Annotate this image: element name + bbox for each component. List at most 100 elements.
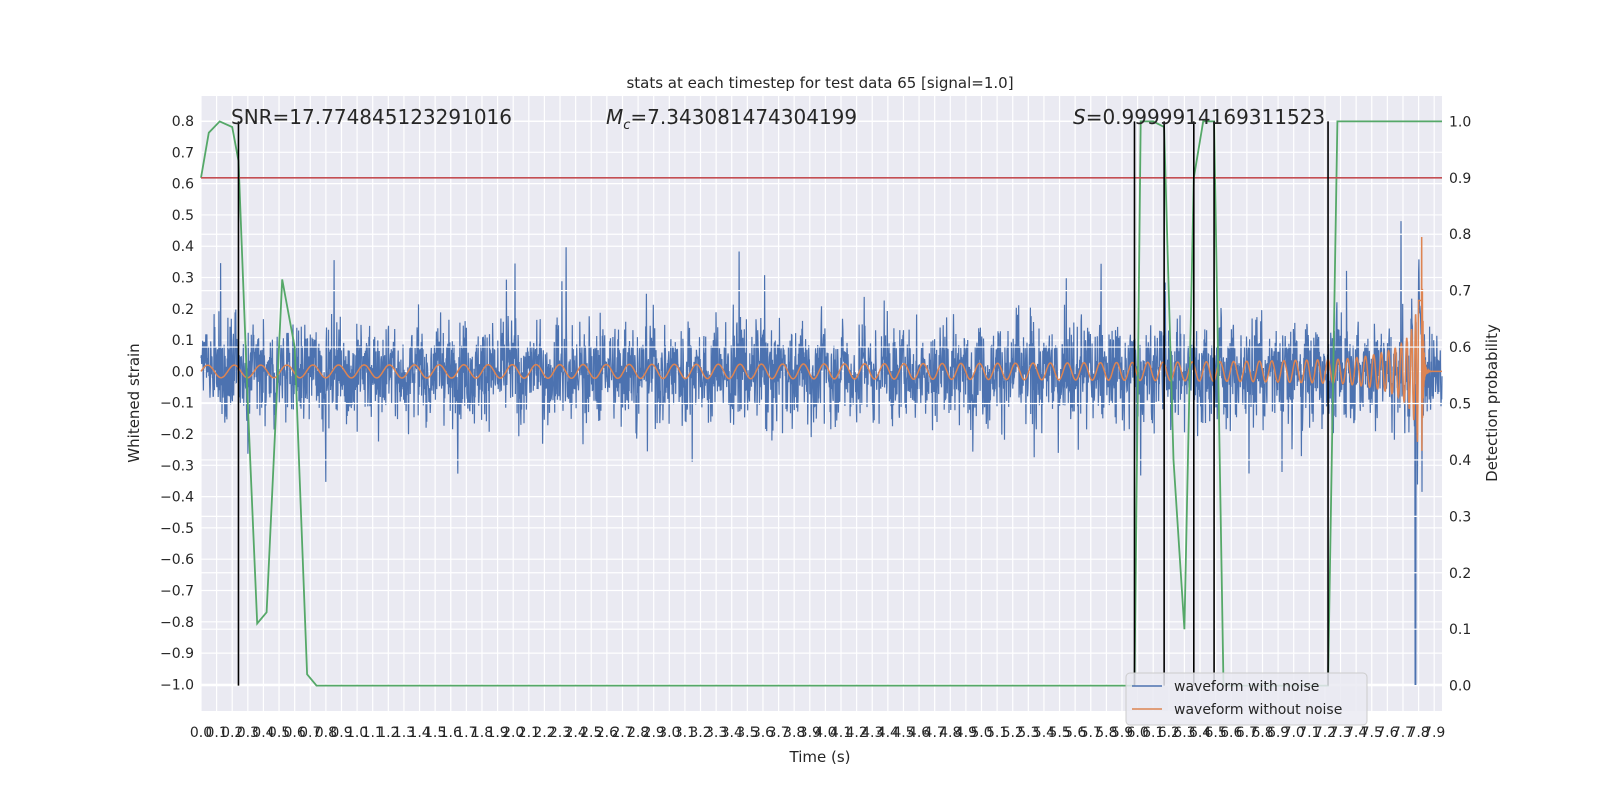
x-tick-label: 0.6 (284, 725, 306, 741)
right-tick-label: 0.7 (1449, 284, 1471, 300)
x-tick-label: 3.3 (705, 725, 727, 741)
x-tick-label: 7.4 (1345, 725, 1367, 741)
x-tick-label: 0.8 (315, 725, 337, 741)
x-tick-label: 5.6 (1064, 725, 1086, 741)
x-tick-label: 4.1 (830, 725, 852, 741)
x-tick-label: 4.6 (908, 725, 930, 741)
x-tick-label: 3.0 (658, 725, 680, 741)
x-tick-label: 7.3 (1329, 725, 1351, 741)
x-tick-label: 3.8 (783, 725, 805, 741)
x-tick-label: 0.4 (252, 725, 274, 741)
x-tick-label: 7.0 (1283, 725, 1305, 741)
x-tick-label: 6.4 (1189, 725, 1211, 741)
right-tick-label: 0.4 (1449, 453, 1471, 469)
x-tick-label: 5.4 (1033, 725, 1055, 741)
x-tick-label: 4.4 (877, 725, 899, 741)
x-tick-label: 2.1 (518, 725, 540, 741)
y-tick-label: −0.4 (160, 490, 194, 506)
x-tick-label: 6.5 (1205, 725, 1227, 741)
clean-waveform-line (200, 236, 1442, 451)
x-tick-label: 1.5 (424, 725, 446, 741)
x-tick-label: 2.8 (627, 725, 649, 741)
x-tick-label: 7.1 (1298, 725, 1320, 741)
x-tick-label: 2.7 (611, 725, 633, 741)
x-tick-label: 5.7 (1080, 725, 1102, 741)
x-tick-label: 2.3 (549, 725, 571, 741)
x-tick-label: 1.9 (486, 725, 508, 741)
x-tick-label: 2.0 (502, 725, 524, 741)
x-tick-label: 5.0 (970, 725, 992, 741)
chart-title: stats at each timestep for test data 65 … (626, 74, 1013, 92)
y-tick-label: −0.9 (160, 646, 194, 662)
y-tick-label: −0.7 (160, 584, 194, 600)
x-tick-label: 4.8 (939, 725, 961, 741)
y-tick-label: −1.0 (160, 677, 194, 693)
x-tick-label: 1.8 (471, 725, 493, 741)
x-tick-label: 4.5 (892, 725, 914, 741)
x-tick-label: 7.2 (1314, 725, 1336, 741)
x-tick-label: 5.5 (1048, 725, 1070, 741)
x-tick-label: 1.1 (362, 725, 384, 741)
x-tick-label: 3.2 (689, 725, 711, 741)
y-tick-label: 0.3 (172, 271, 194, 287)
legend-label-clean: waveform without noise (1174, 702, 1342, 718)
y-tick-label: 0.8 (172, 114, 194, 130)
x-tick-label: 0.7 (299, 725, 321, 741)
x-tick-label: 2.4 (565, 725, 587, 741)
chirp-mass-annotation: Mc=7.343081474304199 (606, 105, 857, 133)
x-tick-label: 6.8 (1251, 725, 1273, 741)
detection-probability-series (200, 120, 1442, 687)
score-symbol: S (1073, 105, 1086, 129)
y-tick-label: −0.5 (160, 521, 194, 537)
x-tick-label: 1.0 (346, 725, 368, 741)
x-tick-label: 4.7 (924, 725, 946, 741)
score-value: =0.9999914169311523 (1086, 105, 1325, 129)
x-tick-label: 1.2 (377, 725, 399, 741)
x-tick-label: 6.7 (1236, 725, 1258, 741)
x-tick-labels: 0.00.10.20.30.40.50.60.70.80.91.01.11.21… (190, 725, 1445, 741)
x-tick-label: 1.7 (455, 725, 477, 741)
y-tick-label: 0.5 (172, 208, 194, 224)
right-tick-label: 0.8 (1449, 227, 1471, 243)
x-tick-label: 1.6 (440, 725, 462, 741)
x-tick-label: 3.1 (674, 725, 696, 741)
x-tick-label: 6.6 (1220, 725, 1242, 741)
x-tick-label: 6.3 (1173, 725, 1195, 741)
x-tick-label: 7.6 (1376, 725, 1398, 741)
x-tick-label: 7.7 (1392, 725, 1414, 741)
right-tick-label: 0.0 (1449, 679, 1471, 695)
snr-annotation: SNR=17.774845123291016 (231, 105, 512, 129)
right-tick-labels: 1.0 0.9 0.8 0.7 0.6 0.5 0.4 0.3 0.2 0.1 0.0 (1449, 114, 1471, 694)
x-tick-label: 0.0 (190, 725, 212, 741)
x-tick-label: 3.4 (721, 725, 743, 741)
x-tick-label: 5.9 (1111, 725, 1133, 741)
score-annotation: S=0.9999914169311523 (1073, 105, 1325, 129)
y-tick-label: −0.3 (160, 458, 194, 474)
right-tick-label: 1.0 (1449, 114, 1471, 130)
x-tick-label: 6.9 (1267, 725, 1289, 741)
x-tick-label: 6.1 (1142, 725, 1164, 741)
clean-waveform-series (200, 236, 1442, 451)
x-tick-label: 0.9 (330, 725, 352, 741)
x-tick-label: 0.1 (205, 725, 227, 741)
x-tick-label: 4.2 (845, 725, 867, 741)
x-tick-label: 2.5 (580, 725, 602, 741)
x-tick-label: 4.0 (814, 725, 836, 741)
x-tick-label: 3.6 (752, 725, 774, 741)
y-axis-label: Whitened strain (125, 343, 143, 462)
x-tick-label: 5.2 (1002, 725, 1024, 741)
x-tick-label: 7.5 (1361, 725, 1383, 741)
x-tick-label: 6.2 (1158, 725, 1180, 741)
x-tick-label: 3.9 (799, 725, 821, 741)
x-tick-label: 1.3 (393, 725, 415, 741)
y-tick-label: 0.6 (172, 177, 194, 193)
x-tick-label: 2.9 (643, 725, 665, 741)
detection-markers (237, 121, 1329, 686)
right-tick-label: 0.2 (1449, 566, 1471, 582)
y-tick-label: −0.8 (160, 615, 194, 631)
x-axis-label: Time (s) (789, 748, 851, 766)
right-tick-label: 0.5 (1449, 397, 1471, 413)
x-tick-label: 5.8 (1095, 725, 1117, 741)
legend-label-noisy: waveform with noise (1174, 679, 1319, 695)
noisy-waveform-series (200, 221, 1443, 686)
